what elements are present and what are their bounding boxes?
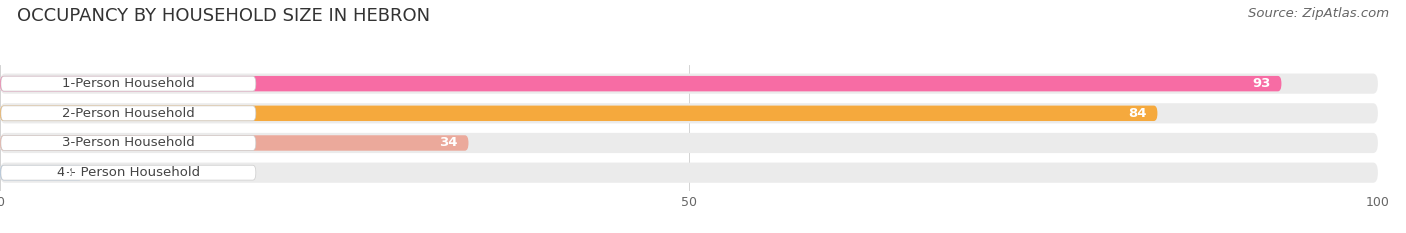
FancyBboxPatch shape: [0, 133, 1378, 153]
FancyBboxPatch shape: [0, 106, 1157, 121]
FancyBboxPatch shape: [1, 106, 256, 121]
FancyBboxPatch shape: [0, 165, 83, 180]
FancyBboxPatch shape: [1, 136, 256, 151]
Text: 6: 6: [62, 166, 72, 179]
Text: 1-Person Household: 1-Person Household: [62, 77, 195, 90]
FancyBboxPatch shape: [1, 165, 256, 180]
Text: 2-Person Household: 2-Person Household: [62, 107, 195, 120]
FancyBboxPatch shape: [0, 135, 468, 151]
FancyBboxPatch shape: [1, 76, 256, 91]
Text: 4+ Person Household: 4+ Person Household: [56, 166, 200, 179]
FancyBboxPatch shape: [0, 74, 1378, 94]
FancyBboxPatch shape: [0, 103, 1378, 123]
Text: 34: 34: [439, 137, 457, 150]
FancyBboxPatch shape: [0, 76, 1281, 91]
Text: 84: 84: [1128, 107, 1146, 120]
FancyBboxPatch shape: [0, 163, 1378, 183]
Text: Source: ZipAtlas.com: Source: ZipAtlas.com: [1249, 7, 1389, 20]
Text: 93: 93: [1251, 77, 1271, 90]
Text: OCCUPANCY BY HOUSEHOLD SIZE IN HEBRON: OCCUPANCY BY HOUSEHOLD SIZE IN HEBRON: [17, 7, 430, 25]
Text: 3-Person Household: 3-Person Household: [62, 137, 195, 150]
